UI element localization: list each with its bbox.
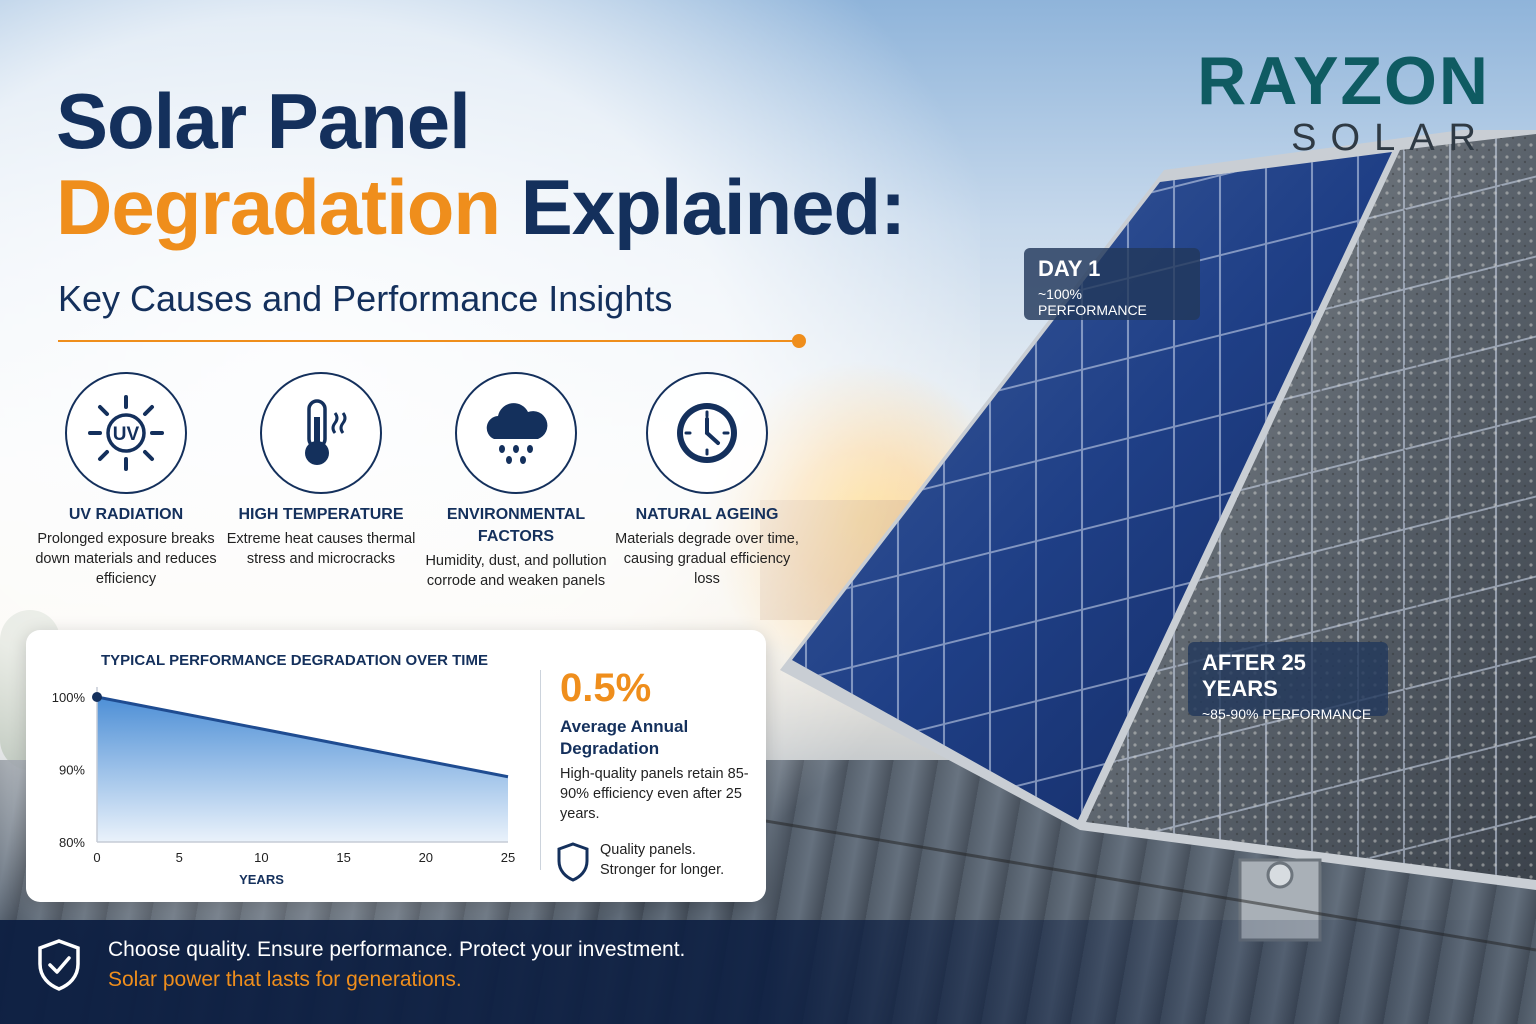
subtitle-rule-dot xyxy=(792,334,806,348)
shield-icon xyxy=(557,842,589,882)
rain-cloud-icon xyxy=(455,372,577,494)
y-tick-label: 100% xyxy=(52,690,86,705)
cause-title: NATURAL AGEING xyxy=(635,506,779,523)
x-tick-label: 25 xyxy=(501,850,515,865)
x-tick-label: 5 xyxy=(176,850,183,865)
footer-line-2: Solar power that lasts for generations. xyxy=(108,968,462,991)
cause-title: UV RADIATION xyxy=(68,506,184,523)
logo-brand: RAYZON xyxy=(1197,43,1490,119)
tag-title: DAY 1 xyxy=(1038,256,1101,281)
title-rest: Explained: xyxy=(500,163,906,251)
day1-performance-tag: DAY 1 ~100% PERFORMANCE xyxy=(1024,248,1200,320)
title-accent-word: Degradation xyxy=(56,163,501,251)
title-line-1: Solar Panel xyxy=(56,77,471,165)
annual-degradation-value: 0.5% xyxy=(560,666,652,710)
page-subtitle: Key Causes and Performance Insights xyxy=(58,278,673,319)
cause-uv-radiation: UV UV RADIATION Prolonged exposure break… xyxy=(31,372,221,589)
subtitle-rule xyxy=(58,340,798,342)
y-tick-label: 90% xyxy=(59,763,85,778)
quality-note: Quality panels. Stronger for longer. xyxy=(600,840,724,880)
tag-value: ~85-90% PERFORMANCE xyxy=(1202,706,1372,722)
after-25-years-tag: AFTER 25 YEARS ~85-90% PERFORMANCE xyxy=(1188,642,1388,722)
logo-subtext: SOLAR xyxy=(1291,117,1490,159)
cause-title: ENVIRONMENTAL FACTORS xyxy=(446,506,586,545)
cause-natural-ageing: NATURAL AGEING Materials degrade over ti… xyxy=(612,372,802,589)
card-divider xyxy=(540,670,541,870)
degradation-area xyxy=(97,697,508,842)
x-tick-label: 0 xyxy=(93,850,100,865)
start-point xyxy=(92,692,102,702)
tag-value: ~100% PERFORMANCE xyxy=(1038,286,1147,318)
cause-description: Humidity, dust, and pollution corrode an… xyxy=(425,553,607,589)
annual-degradation-description: High-quality panels retain 85-90% effici… xyxy=(560,766,749,822)
degradation-chart-card: TYPICAL PERFORMANCE DEGRADATION OVER TIM… xyxy=(26,630,766,902)
tag-title: AFTER 25 YEARS xyxy=(1202,650,1306,701)
x-tick-label: 15 xyxy=(336,850,350,865)
cause-description: Materials degrade over time, causing gra… xyxy=(615,531,799,587)
rayzon-logo: RAYZON SOLAR xyxy=(1136,44,1490,158)
thermometer-icon xyxy=(260,372,382,494)
x-tick-label: 20 xyxy=(419,850,433,865)
page-title: Solar Panel Degradation Explained: xyxy=(56,77,906,251)
degradation-line xyxy=(96,695,509,779)
footer-banner: Choose quality. Ensure performance. Prot… xyxy=(0,920,1536,1024)
x-tick-label: 10 xyxy=(254,850,268,865)
degradation-chart: 100% 90% 80% 0 5 10 15 20 25 YEARS xyxy=(52,687,515,887)
shield-check-icon xyxy=(38,939,80,991)
clock-icon xyxy=(646,372,768,494)
y-tick-label: 80% xyxy=(59,835,85,850)
cause-high-temperature: HIGH TEMPERATURE Extreme heat causes the… xyxy=(226,372,416,569)
cause-title: HIGH TEMPERATURE xyxy=(238,506,404,523)
cause-environmental-factors: ENVIRONMENTAL FACTORS Humidity, dust, an… xyxy=(421,372,611,591)
cause-description: Extreme heat causes thermal stress and m… xyxy=(226,531,416,567)
svg-text:UV: UV xyxy=(113,424,140,445)
x-axis-label: YEARS xyxy=(239,872,284,887)
quality-line-1: Quality panels. xyxy=(600,842,696,858)
quality-line-2: Stronger for longer. xyxy=(600,862,725,878)
title-line-2: Degradation Explained: xyxy=(56,163,906,251)
chart-title: TYPICAL PERFORMANCE DEGRADATION OVER TIM… xyxy=(101,652,488,669)
uv-sun-icon: UV xyxy=(65,372,187,494)
annual-degradation-label: Average Annual Degradation xyxy=(560,717,689,758)
cause-description: Prolonged exposure breaks down materials… xyxy=(35,531,217,587)
footer-line-1: Choose quality. Ensure performance. Prot… xyxy=(108,938,686,961)
